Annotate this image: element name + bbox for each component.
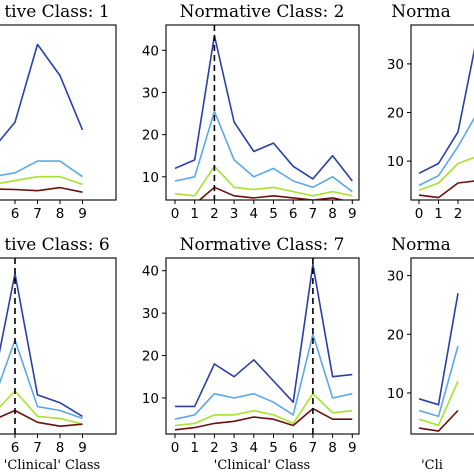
panel-4-xtick-label-8: 8 bbox=[56, 440, 65, 456]
panel-4-frame bbox=[0, 257, 117, 435]
panel-5-xtick-label-7: 7 bbox=[309, 440, 318, 456]
panel-5-xtick-label-4: 4 bbox=[250, 440, 259, 456]
panel-5-ytick-label-40: 40 bbox=[142, 264, 159, 280]
panel-2-series-1-line bbox=[174, 34, 353, 182]
panel-5-ytick-label-30: 30 bbox=[142, 306, 159, 322]
panel-2-title: Normative Class: 2 bbox=[180, 2, 345, 22]
panel-1-xtick-label-6: 6 bbox=[11, 206, 20, 222]
panel-5-xtick-label-1: 1 bbox=[190, 440, 199, 456]
panel-1-series-2-line bbox=[0, 160, 83, 178]
panel-3-xtick-label-0: 0 bbox=[415, 206, 424, 222]
panel-5-xtick-label-3: 3 bbox=[230, 440, 239, 456]
panel-2-xtick-label-8: 8 bbox=[328, 206, 337, 222]
panel-6-series-4-line bbox=[418, 409, 459, 432]
panel-2-ytick-label-40: 40 bbox=[142, 43, 159, 59]
panel-4-title: tive Class: 6 bbox=[4, 235, 109, 255]
panel-6-series-3-line bbox=[418, 380, 459, 427]
panel-2-series-2-line bbox=[174, 110, 353, 193]
panel-2-xtick-label-6: 6 bbox=[289, 206, 298, 222]
panel-2-xtick-label-0: 0 bbox=[171, 206, 180, 222]
panel-4-xtick-label-7: 7 bbox=[33, 440, 42, 456]
panel-5-xlabel: 'Clinical' Class bbox=[214, 458, 310, 473]
panel-2-xtick-label-7: 7 bbox=[309, 206, 318, 222]
panel-5-series-3-line bbox=[174, 392, 353, 427]
panel-3-series-1-line bbox=[418, 48, 474, 175]
panel-3-xtick-label-2: 2 bbox=[454, 206, 463, 222]
panel-5-series-1-line bbox=[175, 263, 353, 408]
panel-4-xlabel: 'Clinical' Class bbox=[4, 458, 100, 473]
panel-2-ytick-label-20: 20 bbox=[142, 128, 159, 144]
panel-5-series-4-line bbox=[174, 407, 353, 431]
panel-6-series-1-line bbox=[418, 293, 459, 406]
panel-2-ytick-label-10: 10 bbox=[142, 170, 159, 186]
panel-5-title: Normative Class: 7 bbox=[180, 235, 345, 255]
panel-1-series-3-line bbox=[0, 175, 83, 186]
panel-2-xtick-label-9: 9 bbox=[348, 206, 357, 222]
panel-5-xtick-label-8: 8 bbox=[328, 440, 337, 456]
panel-5-xtick-label-6: 6 bbox=[289, 440, 298, 456]
panel-6-ytick-label-30: 30 bbox=[387, 269, 404, 285]
panel-2-xtick-label-4: 4 bbox=[250, 206, 259, 222]
panel-2-xtick-label-2: 2 bbox=[210, 206, 219, 222]
panel-5-ytick-label-20: 20 bbox=[142, 349, 159, 365]
panel-5-xtick-label-2: 2 bbox=[210, 440, 219, 456]
panel-3-title: Norma bbox=[391, 2, 451, 22]
panel-1-title: tive Class: 1 bbox=[4, 2, 109, 22]
panel-6-series-2-line bbox=[418, 345, 459, 418]
panel-5-series-2-line bbox=[174, 333, 353, 420]
panel-3-series-3-line bbox=[418, 156, 474, 192]
panel-3-series-4-line bbox=[418, 180, 474, 199]
panel-5-xtick-label-9: 9 bbox=[348, 440, 357, 456]
panel-5-xtick-label-0: 0 bbox=[171, 440, 180, 456]
panel-5-ytick-label-10: 10 bbox=[142, 391, 159, 407]
panel-1-xtick-label-9: 9 bbox=[78, 206, 87, 222]
panel-2-xtick-label-3: 3 bbox=[230, 206, 239, 222]
panel-3-ytick-label-30: 30 bbox=[387, 57, 404, 73]
panel-2-xtick-label-1: 1 bbox=[190, 206, 199, 222]
panel-2-frame bbox=[165, 24, 360, 201]
panel-3-series-2-line bbox=[418, 116, 474, 187]
panel-1-xtick-label-7: 7 bbox=[33, 206, 42, 222]
panel-2-xtick-label-5: 5 bbox=[269, 206, 278, 222]
panel-2-series-3-line bbox=[174, 165, 353, 197]
panel-4-xtick-label-9: 9 bbox=[78, 440, 87, 456]
panel-4-xtick-label-6: 6 bbox=[11, 440, 20, 456]
panel-1-series-1-line bbox=[0, 43, 84, 142]
panel-5-xtick-label-5: 5 bbox=[269, 440, 278, 456]
panel-3-ytick-label-10: 10 bbox=[387, 154, 404, 170]
panels-layer: 4567891020304001234567891020300124567891… bbox=[0, 24, 474, 456]
panel-6-title: Norma bbox=[391, 235, 451, 255]
panel-2-ytick-label-30: 30 bbox=[142, 85, 159, 101]
panel-6-ytick-label-10: 10 bbox=[387, 386, 404, 402]
panel-3-xtick-label-1: 1 bbox=[434, 206, 443, 222]
panel-1-frame bbox=[0, 24, 117, 201]
panel-6-xlabel: 'Cli bbox=[421, 458, 443, 473]
panel-1-xtick-label-8: 8 bbox=[56, 206, 65, 222]
panel-6-ytick-label-20: 20 bbox=[387, 327, 404, 343]
panel-2-series-4-line bbox=[175, 186, 347, 200]
panel-1-series-4-line bbox=[0, 186, 83, 193]
panel-5-frame bbox=[165, 257, 360, 435]
panel-6-frame bbox=[410, 257, 474, 435]
panel-3-ytick-label-20: 20 bbox=[387, 106, 404, 122]
